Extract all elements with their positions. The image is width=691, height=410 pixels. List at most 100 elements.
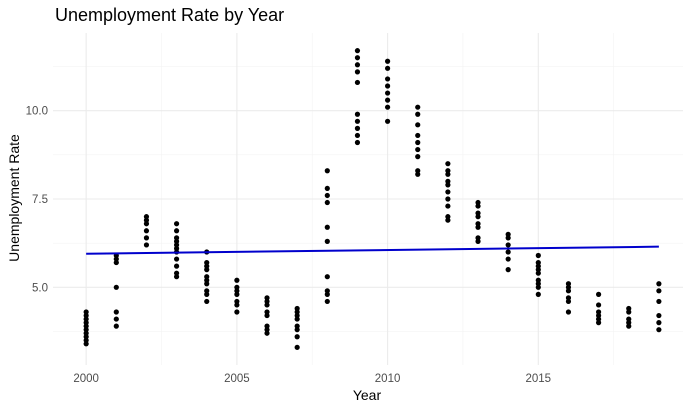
data-point — [324, 168, 330, 174]
data-point — [354, 79, 361, 86]
data-point — [626, 309, 632, 315]
data-point — [234, 302, 240, 308]
data-point — [294, 316, 300, 322]
data-point — [595, 291, 602, 297]
grid-lines — [53, 33, 683, 365]
data-point — [505, 256, 511, 262]
trend-line — [86, 245, 659, 255]
data-point — [475, 238, 481, 244]
data-point — [354, 48, 361, 54]
y-tick-label: 10.0 — [26, 106, 48, 118]
data-point — [264, 312, 270, 319]
data-point — [324, 185, 330, 192]
data-point — [415, 104, 421, 110]
data-point — [324, 199, 330, 206]
data-point — [113, 284, 119, 290]
data-point — [656, 288, 662, 294]
data-point — [505, 235, 511, 241]
data-point — [656, 320, 662, 326]
data-point — [324, 238, 330, 244]
data-point — [204, 298, 210, 305]
data-point — [324, 224, 330, 230]
data-point — [445, 171, 451, 177]
data-point — [384, 104, 391, 110]
data-point — [264, 330, 270, 336]
data-point — [445, 203, 451, 209]
data-point — [354, 111, 361, 117]
data-point — [656, 312, 662, 319]
data-point — [535, 252, 541, 259]
data-point — [354, 55, 361, 61]
data-point — [173, 274, 180, 280]
data-point — [234, 291, 240, 297]
data-point — [354, 69, 361, 75]
data-point — [354, 132, 361, 139]
data-point — [505, 249, 511, 255]
data-point — [415, 122, 421, 128]
data-point — [595, 302, 602, 308]
data-point — [264, 302, 270, 308]
data-point — [475, 214, 481, 220]
data-point — [354, 118, 361, 124]
data-point — [445, 217, 451, 223]
data-point — [565, 309, 572, 315]
data-point — [204, 281, 210, 287]
data-point — [143, 221, 150, 227]
y-tick-label: 7.5 — [32, 194, 48, 206]
data-point — [475, 224, 481, 230]
chart-title: Unemployment Rate by Year — [55, 5, 285, 25]
data-point — [384, 76, 391, 82]
data-point — [445, 189, 451, 195]
data-point — [384, 58, 391, 64]
x-tick-label: 2000 — [73, 373, 99, 385]
data-point — [294, 344, 300, 350]
data-point — [415, 154, 421, 160]
data-point — [475, 203, 481, 209]
x-axis-title: Year — [353, 387, 382, 403]
data-point — [445, 182, 451, 188]
y-axis-title: Unemployment Rate — [6, 134, 22, 262]
data-point — [143, 228, 150, 234]
data-point — [173, 263, 180, 269]
data-point — [384, 90, 391, 96]
data-point — [415, 132, 421, 139]
data-point — [445, 161, 451, 167]
data-point — [113, 259, 119, 266]
data-point — [354, 62, 361, 68]
x-tick-label: 2010 — [375, 373, 401, 385]
data-point — [113, 309, 119, 315]
data-point — [143, 235, 150, 241]
data-point — [234, 277, 240, 283]
x-tick-label: 2005 — [224, 373, 250, 385]
data-point — [204, 291, 210, 297]
data-point — [384, 83, 391, 89]
data-point — [415, 171, 421, 177]
data-point — [324, 298, 330, 305]
data-point — [324, 291, 330, 297]
data-point — [415, 139, 421, 146]
data-point — [354, 125, 361, 131]
data-point — [445, 196, 451, 202]
y-tick-label: 5.0 — [32, 282, 48, 294]
data-point — [656, 327, 662, 333]
data-point — [505, 242, 511, 248]
data-point — [535, 284, 541, 290]
data-point — [565, 298, 572, 305]
data-point — [415, 146, 421, 153]
data-point — [535, 291, 541, 297]
data-point — [173, 256, 180, 262]
data-point — [173, 228, 180, 234]
data-point — [83, 341, 89, 347]
data-point — [384, 118, 391, 124]
data-point — [204, 267, 210, 273]
tick-labels: 2000 2005 2010 2015 5.0 7.5 10.0 — [26, 106, 551, 385]
data-point — [294, 334, 300, 340]
data-point — [505, 267, 511, 273]
data-points — [83, 48, 662, 350]
data-point — [324, 274, 330, 280]
data-point — [384, 97, 391, 103]
data-point — [294, 327, 300, 333]
data-point — [354, 139, 361, 146]
data-point — [324, 192, 330, 199]
